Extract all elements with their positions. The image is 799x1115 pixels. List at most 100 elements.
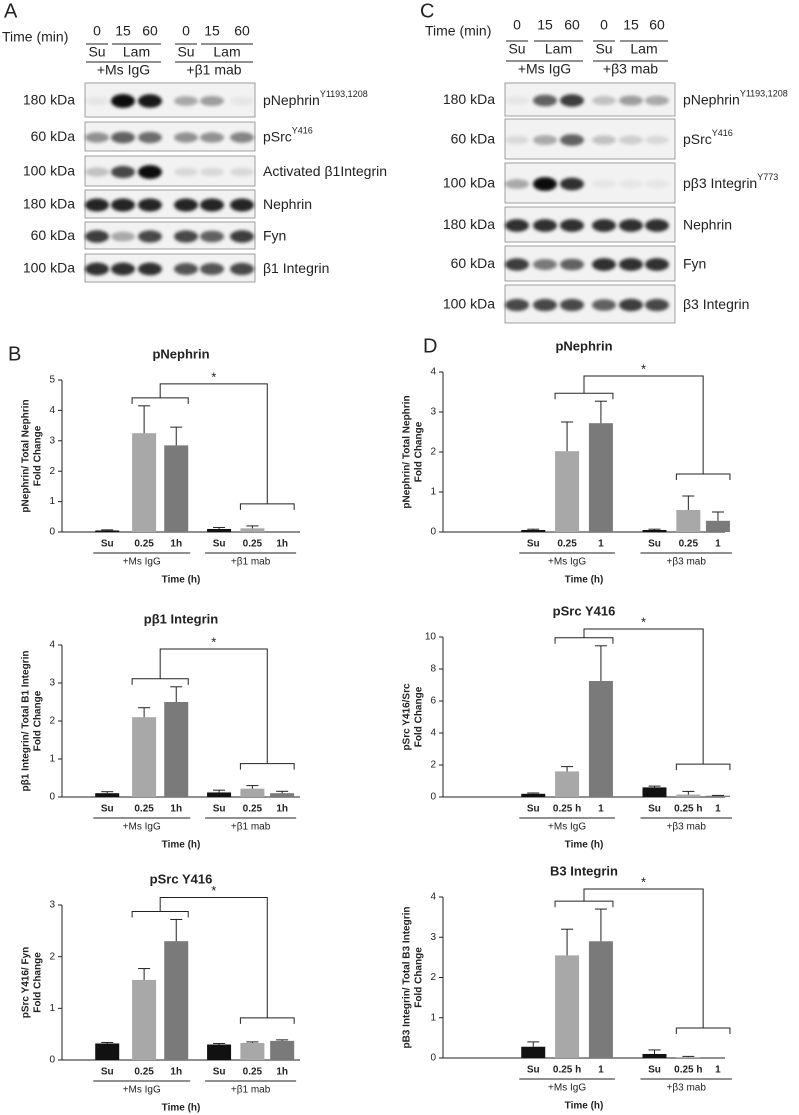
size-label: 180 kDa [443,216,495,232]
protein-label: pSrcY416 [263,126,313,144]
band [560,94,584,107]
band [230,132,254,143]
band [560,134,584,146]
size-label: 100 kDa [23,163,75,179]
bar [555,955,580,1058]
condition-label: Su [88,44,105,60]
band [645,258,669,271]
band [533,94,557,107]
blot-strip [84,189,256,219]
x-tick-label: 1 [598,804,604,815]
size-label: 100 kDa [443,175,495,191]
x-tick-label: Su [527,804,540,815]
bar [240,528,265,532]
band [505,179,529,189]
y-tick-label: 1 [49,496,55,507]
band [645,219,669,232]
band [592,258,616,271]
group-label: +β1 mab [231,557,271,568]
x-tick-label: 1h [276,804,288,815]
protein-sup: Y416 [712,128,733,138]
band [174,167,198,177]
size-label: 180 kDa [23,92,75,108]
x-axis-label: Time (h) [162,575,201,586]
band [592,135,616,145]
significance-bracket [554,888,731,1034]
group-label: +Ms IgG [548,822,586,833]
size-label: 60 kDa [451,131,496,147]
group-label: +Ms IgG [123,822,161,833]
protein-name: pSrc [263,128,292,144]
bar [164,941,189,1060]
x-tick-label: 0.25 h [674,804,702,815]
bar [676,794,701,797]
band [560,298,584,312]
bar [588,941,613,1058]
band [138,94,162,108]
lane-label: 60 [564,17,580,33]
protein-name: Fyn [683,255,706,271]
y-tick-label: 4 [430,367,436,378]
protein-name: Activated β1Integrin [263,163,387,179]
protein-label: pNephrinY1193,1208 [263,89,368,107]
band [505,298,529,312]
chart-title: B3 Integrin [550,863,618,878]
significance-bracket [131,383,295,510]
chart-title: pβ1 Integrin [144,611,218,626]
size-label: 60 kDa [31,128,76,144]
bar [676,1057,701,1058]
band [619,298,643,312]
size-label: 60 kDa [451,255,496,271]
bar [240,1042,265,1060]
bar [555,771,580,797]
band [174,198,198,212]
x-tick-label: 0.25 [243,539,263,550]
band [138,262,162,276]
band [174,263,198,275]
significance-star: * [211,369,216,384]
chart-title: pSrc Y416 [553,603,616,618]
x-tick-label: 0.25 [134,1067,154,1078]
bar [132,717,157,797]
bar [207,792,232,797]
band [85,167,109,177]
y-axis-label: pSrc Y416/ Fyn [21,947,32,1019]
band [619,219,643,232]
bar [95,1043,120,1060]
band [533,219,557,232]
band [560,258,584,271]
x-tick-label: 1 [598,1065,604,1076]
bar [207,1044,232,1060]
band [200,95,224,107]
protein-name: Fyn [263,227,286,243]
y-tick-label: 2 [49,716,55,727]
protein-sup: Y1193,1208 [740,89,788,99]
y-axis-label: pβ1 Integrin/ Total B1 Integrin [21,651,32,792]
protein-label: Nephrin [263,196,312,212]
group-label: +β3 mab [667,1083,707,1094]
x-tick-label: Su [101,1067,114,1078]
significance-star: * [641,874,646,889]
blot-strip [84,221,256,250]
x-tick-label: Su [648,804,661,815]
protein-name: β3 Integrin [683,296,749,312]
y-tick-label: 10 [425,632,437,643]
protein-label: pβ3 IntegrinY773 [683,172,778,190]
y-tick-label: 4 [430,728,436,739]
y-tick-label: 5 [49,375,55,386]
protein-name: β1 Integrin [263,260,329,276]
band [619,95,643,106]
protein-sup: Y773 [757,172,778,182]
band [200,230,224,243]
lane-label: 15 [623,17,639,33]
band [505,96,529,105]
protein-sup: Y1193,1208 [320,89,368,99]
protein-label: Fyn [683,255,706,271]
blot-strip [84,253,256,283]
x-tick-label: 0.25 h [553,804,581,815]
bar [95,530,120,532]
x-tick-label: 1h [276,539,288,550]
size-label: 60 kDa [31,227,76,243]
band [592,95,616,106]
